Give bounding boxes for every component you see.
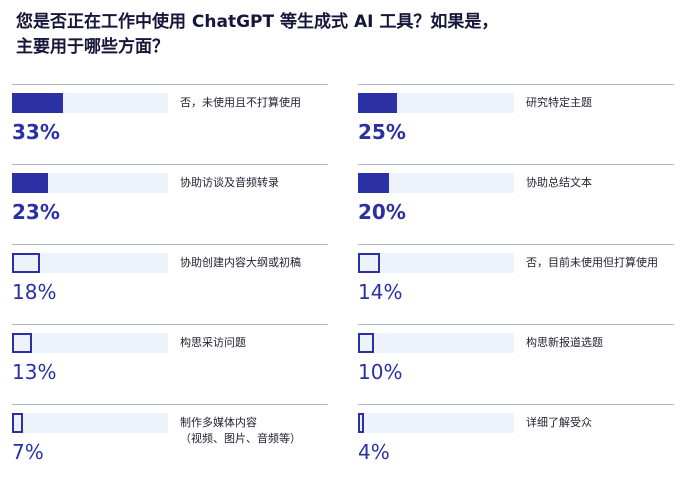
chart-title-line-2: 主要用于哪些方面？ [16,37,169,57]
bar-item: 研究特定主题 25% [358,84,674,165]
bar [358,253,380,273]
value-label: 18% [12,280,57,304]
bar [12,173,48,193]
bar-label: 研究特定主题 [526,96,592,109]
bar-label: 协助创建内容大纲或初稿 [180,256,301,269]
value-label: 20% [358,200,406,224]
bar-label: 构思新报道选题 [526,336,603,349]
bar [358,333,374,353]
bar-label: 否，未使用且不打算使用 [180,96,301,109]
bar-track [12,253,168,273]
value-label: 10% [358,360,403,384]
value-label: 23% [12,200,60,224]
bar-item: 构思新报道选题 10% [358,324,674,405]
bar [12,333,33,353]
bar-label: 协助访谈及音频转录 [180,176,279,189]
bar-track [12,173,168,193]
bar-item: 详细了解受众 4% [358,404,674,485]
bar-track [358,253,514,273]
bar-track [12,333,168,353]
chart-title: 您是否正在工作中使用 ChatGPT 等生成式 AI 工具？如果是， 主要用于哪… [16,10,676,60]
value-label: 33% [12,120,60,144]
bar-label: 制作多媒体内容 （视频、图片、音频等） [180,416,301,445]
bar-item: 否，未使用且不打算使用 33% [12,84,328,165]
bar [358,173,390,193]
bar-track [358,93,514,113]
bar-track [12,413,168,433]
bar-track [358,173,514,193]
bar [12,413,23,433]
bar-item: 协助访谈及音频转录 23% [12,164,328,245]
bar-track [12,93,168,113]
bar-label: 否，目前未使用但打算使用 [526,256,658,269]
bar-track [358,333,514,353]
bar [12,253,41,273]
bar-item: 否，目前未使用但打算使用 14% [358,244,674,325]
bar-track [358,413,514,433]
value-label: 13% [12,360,57,384]
value-label: 4% [358,440,390,464]
value-label: 7% [12,440,44,464]
bar-item: 构思采访问题 13% [12,324,328,405]
bar [358,413,365,433]
value-label: 14% [358,280,403,304]
bar [358,93,397,113]
bar-item: 协助总结文本 20% [358,164,674,245]
bar-label: 协助总结文本 [526,176,592,189]
bar [12,93,64,113]
bar-item: 协助创建内容大纲或初稿 18% [12,244,328,325]
bar-item: 制作多媒体内容 （视频、图片、音频等） 7% [12,404,328,485]
bar-label: 构思采访问题 [180,336,246,349]
bar-label: 详细了解受众 [526,416,592,429]
value-label: 25% [358,120,406,144]
bar-grid: 否，未使用且不打算使用 33% 研究特定主题 25% 协助访谈及音频转录 23% 协助总结文… [12,84,688,476]
chart-title-line-1: 您是否正在工作中使用 ChatGPT 等生成式 AI 工具？如果是， [16,12,499,32]
